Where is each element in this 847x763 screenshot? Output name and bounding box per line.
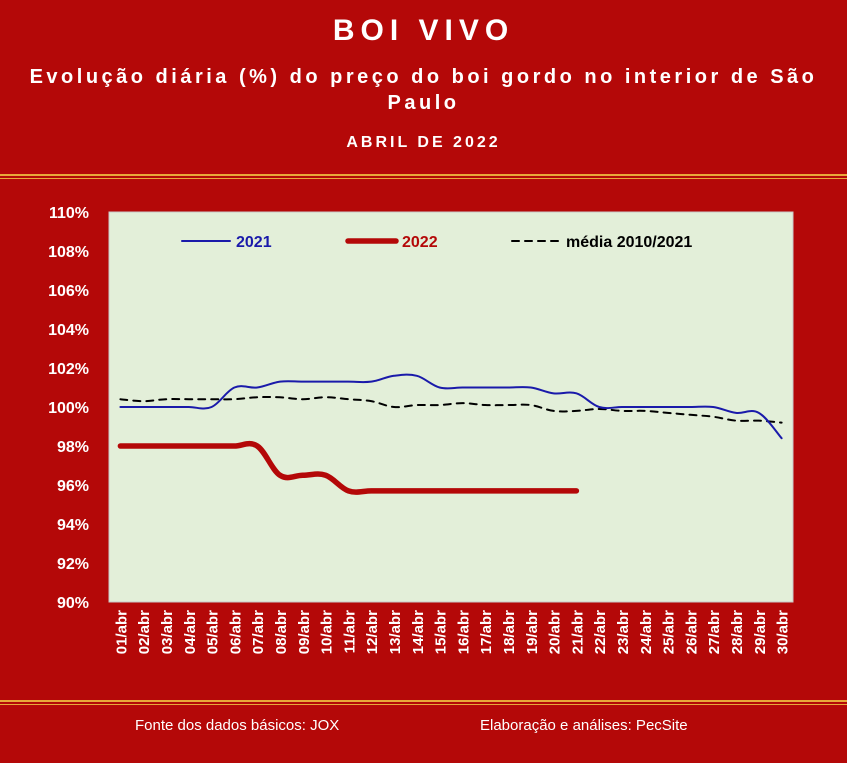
legend-label: média 2010/2021 — [566, 234, 692, 251]
x-tick-label: 21/abr — [569, 610, 586, 654]
series-line-2022 — [117, 440, 580, 495]
y-tick-label: 104% — [48, 322, 89, 339]
y-tick-label: 100% — [48, 400, 89, 417]
y-tick-label: 102% — [48, 361, 89, 378]
series-line-media — [119, 395, 783, 424]
x-tick-label: 08/abr — [273, 610, 290, 654]
y-tick-label: 90% — [57, 595, 89, 612]
chart-title: BOI VIVO — [332, 14, 515, 47]
x-tick-label: 23/abr — [615, 610, 632, 654]
credit-note: Elaboração e análises: PecSite — [480, 717, 688, 734]
x-tick-label: 14/abr — [410, 610, 427, 654]
x-tick-label: 24/abr — [638, 610, 655, 654]
x-tick-label: 15/abr — [433, 610, 450, 654]
x-tick-label: 17/abr — [478, 610, 495, 654]
x-tick-label: 09/abr — [296, 610, 313, 654]
x-tick-label: 22/abr — [592, 610, 609, 654]
x-tick-label: 11/abr — [341, 610, 358, 654]
divider-top — [0, 174, 847, 176]
y-tick-label: 98% — [57, 439, 89, 456]
chart-period: ABRIL DE 2022 — [346, 134, 501, 151]
x-tick-label: 30/abr — [775, 610, 792, 654]
legend-label: 2022 — [402, 234, 438, 251]
x-tick-label: 03/abr — [159, 610, 176, 654]
y-tick-label: 106% — [48, 283, 89, 300]
x-tick-label: 29/abr — [752, 610, 769, 654]
x-tick-label: 12/abr — [364, 610, 381, 654]
x-tick-label: 27/abr — [706, 610, 723, 654]
legend-label: 2021 — [236, 234, 272, 251]
y-tick-label: 110% — [49, 205, 89, 222]
divider-bottom-inner — [0, 704, 847, 705]
x-tick-label: 07/abr — [250, 610, 267, 654]
x-tick-label: 02/abr — [136, 610, 153, 654]
x-tick-label: 06/abr — [227, 610, 244, 654]
y-tick-label: 94% — [57, 517, 89, 534]
x-tick-label: 04/abr — [182, 610, 199, 654]
y-tick-label: 96% — [57, 478, 89, 495]
x-tick-label: 19/abr — [524, 610, 541, 654]
x-tick-label: 05/abr — [205, 610, 222, 654]
x-tick-label: 13/abr — [387, 610, 404, 654]
source-note: Fonte dos dados básicos: JOX — [135, 717, 340, 734]
series-line-2021 — [119, 373, 783, 440]
y-tick-label: 108% — [48, 244, 89, 261]
divider-bottom — [0, 700, 847, 702]
x-tick-label: 20/abr — [547, 610, 564, 654]
x-tick-label: 25/abr — [661, 610, 678, 654]
y-tick-label: 92% — [57, 556, 89, 573]
x-tick-label: 10/abr — [319, 610, 336, 654]
chart-area: 90% 92% 94% 96% 98% 100% 102% 104% 106% 108% 110% 0… — [0, 180, 847, 698]
divider-top-inner — [0, 178, 847, 179]
line-chart: 90% 92% 94% 96% 98% 100% 102% 104% 106% 108% 110% 0… — [48, 205, 794, 654]
x-tick-label: 26/abr — [683, 610, 700, 654]
x-tick-label: 28/abr — [729, 610, 746, 654]
x-tick-label: 18/abr — [501, 610, 518, 654]
chart-subtitle: Evolução diária (%) do preço do boi gord… — [29, 66, 818, 114]
x-tick-label: 16/abr — [455, 610, 472, 654]
x-tick-label: 01/abr — [113, 610, 130, 654]
